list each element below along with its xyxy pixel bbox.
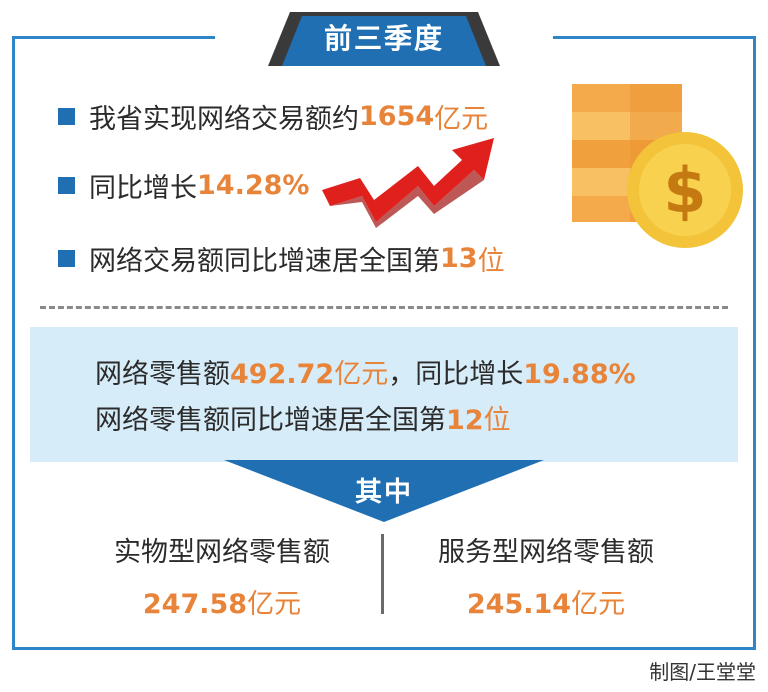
retail-text: 网络零售额同比增速居全国第	[95, 405, 446, 436]
retail-line-2: 网络零售额同比增速居全国第12位	[95, 398, 511, 437]
bullet-square-icon	[58, 107, 75, 125]
bullet-value: 1654	[359, 100, 435, 132]
page-title: 前三季度	[323, 22, 444, 55]
bullet-item-growth: 同比增长 14.28%	[58, 165, 309, 205]
bullet-unit: 亿元	[434, 103, 489, 135]
retail-line-1: 网络零售额492.72亿元，同比增长19.88%	[95, 352, 636, 391]
bullet-text: 网络交易额同比增速居全国第	[89, 245, 440, 277]
bullet-value: 14.28%	[197, 169, 310, 201]
graphic-credit: 制图/王堂堂	[649, 660, 756, 684]
retail-text: 网络零售额	[95, 359, 230, 390]
section-divider	[40, 306, 728, 309]
physical-retail-value: 247.58亿元	[62, 582, 382, 621]
service-retail-value: 245.14亿元	[386, 582, 706, 621]
column-divider	[381, 534, 384, 614]
retail-growth: 19.88%	[523, 359, 636, 390]
dollar-coin-icon: $	[627, 132, 743, 248]
retail-value: 492.72	[230, 359, 335, 390]
value-unit: 亿元	[571, 589, 626, 620]
title-badge: 前三季度	[268, 12, 500, 66]
bullet-text: 我省实现网络交易额约	[89, 103, 359, 135]
bullet-text: 同比增长	[89, 172, 197, 204]
bullet-unit: 位	[477, 245, 505, 277]
coin-stack-icon: $	[572, 84, 743, 248]
value-number: 247.58	[142, 589, 248, 620]
bullet-square-icon	[58, 249, 75, 267]
bullet-square-icon	[58, 176, 75, 194]
value-unit: 亿元	[247, 589, 302, 620]
bullet-value: 13	[440, 242, 478, 274]
physical-retail-label: 实物型网络零售额	[114, 537, 330, 568]
subheading: 其中	[355, 477, 413, 508]
subheading-badge	[224, 460, 544, 522]
retail-rank: 12	[446, 405, 484, 436]
service-retail-label: 服务型网络零售额	[438, 537, 654, 568]
retail-panel	[30, 327, 738, 462]
bullet-item-rank: 网络交易额同比增速居全国第 13 位	[58, 238, 505, 278]
retail-unit: 位	[483, 405, 511, 436]
retail-unit: 亿元	[334, 359, 389, 390]
svg-text:$: $	[663, 154, 706, 227]
rising-arrow-icon	[322, 138, 494, 228]
value-number: 245.14	[466, 589, 572, 620]
bullet-item-transaction-volume: 我省实现网络交易额约 1654 亿元	[58, 96, 488, 136]
retail-text: ，同比增长	[388, 359, 524, 390]
